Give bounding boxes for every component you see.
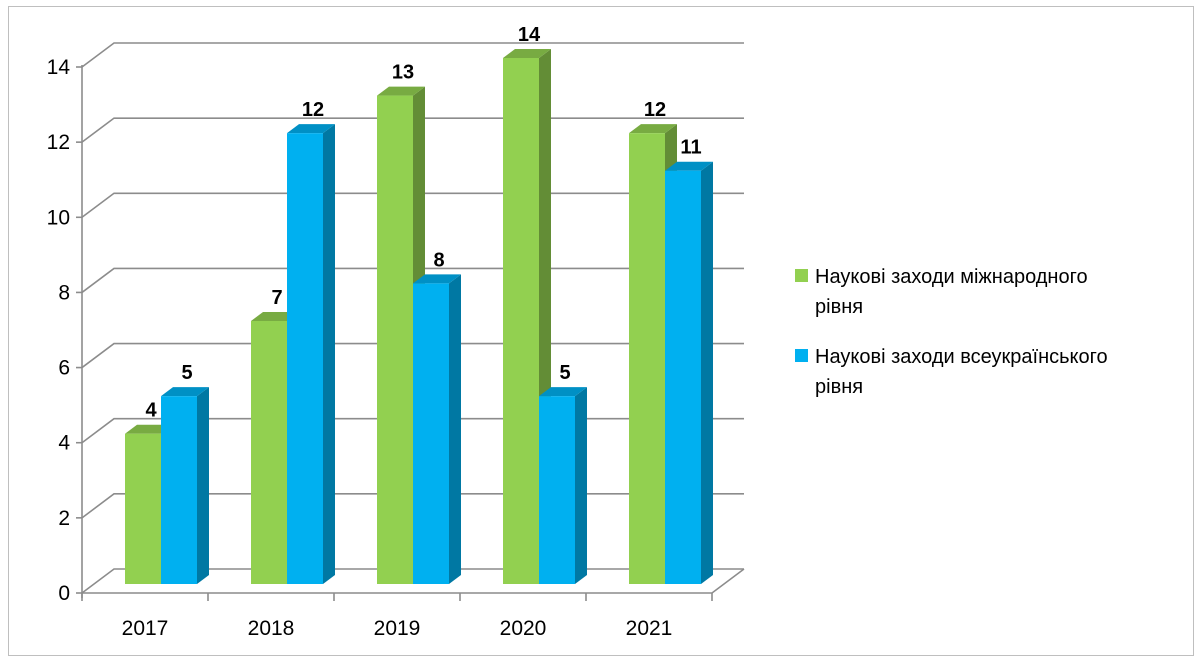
data-label: 5 — [181, 362, 192, 384]
data-label: 7 — [271, 287, 282, 309]
bar-2019-national — [413, 274, 461, 584]
bar-2018-national — [287, 124, 335, 585]
x-tick-label: 2018 — [248, 617, 295, 640]
y-tick-label: 12 — [47, 131, 70, 154]
data-labels: 4 5 7 12 13 8 14 5 12 11 — [145, 24, 701, 422]
data-label: 14 — [518, 24, 541, 46]
x-tick-label: 2017 — [122, 617, 169, 640]
bar-2017-national — [161, 387, 209, 584]
axes — [76, 65, 745, 601]
legend-swatch — [795, 349, 808, 362]
gridline-14 — [81, 42, 744, 68]
data-label: 13 — [392, 62, 414, 84]
y-tick-label: 6 — [58, 357, 70, 380]
bar-2021-national — [665, 161, 713, 584]
legend-item-national: Наукові заходи всеукраїнського рівня — [795, 346, 1108, 398]
x-tick-label: 2020 — [500, 617, 547, 640]
legend-label: Наукові заходи міжнародного рівня — [815, 266, 1088, 318]
data-label: 4 — [145, 400, 157, 422]
y-axis-tick-labels: 0 2 4 6 8 10 12 14 — [47, 56, 71, 605]
y-tick-label: 14 — [47, 56, 71, 79]
y-tick-label: 2 — [58, 507, 70, 530]
x-tick-label: 2019 — [374, 617, 421, 640]
legend-label: Наукові заходи всеукраїнського рівня — [815, 346, 1108, 398]
data-label: 5 — [559, 362, 570, 384]
bars — [125, 49, 713, 585]
data-label: 11 — [680, 137, 701, 159]
legend: Наукові заходи міжнародного рівня Наукові … — [795, 266, 1108, 398]
data-label: 12 — [302, 99, 324, 121]
bar-2020-national — [539, 387, 587, 584]
y-tick-label: 0 — [58, 582, 70, 605]
data-label: 8 — [433, 249, 444, 271]
x-axis-tick-labels: 2017 2018 2019 2020 2021 — [122, 617, 673, 640]
y-tick-label: 10 — [47, 206, 70, 229]
data-label: 12 — [644, 99, 666, 121]
legend-swatch — [795, 269, 808, 282]
y-tick-label: 4 — [58, 432, 70, 455]
legend-item-international: Наукові заходи міжнародного рівня — [795, 266, 1088, 318]
x-tick-label: 2021 — [626, 617, 673, 640]
y-tick-label: 8 — [58, 281, 70, 304]
